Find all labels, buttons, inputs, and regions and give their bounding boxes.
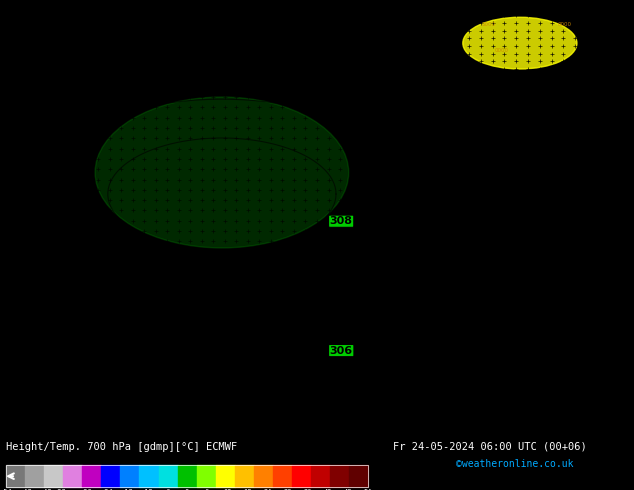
Bar (273, 466, 292, 487)
Bar (82, 466, 101, 487)
Bar (311, 466, 330, 487)
Text: Fr 24-05-2024 06:00 UTC (00+06): Fr 24-05-2024 06:00 UTC (00+06) (393, 442, 587, 452)
Ellipse shape (463, 17, 577, 69)
Bar (292, 466, 311, 487)
Text: 0000: 0000 (495, 48, 508, 53)
Bar (197, 466, 216, 487)
Text: 0000: 0000 (558, 22, 572, 27)
Bar (63, 466, 82, 487)
Text: 308: 308 (330, 216, 353, 226)
Bar (44, 466, 63, 487)
Ellipse shape (95, 97, 349, 248)
Bar (139, 466, 158, 487)
Text: ©weatheronline.co.uk: ©weatheronline.co.uk (456, 459, 574, 468)
Bar (120, 466, 139, 487)
Bar (158, 466, 178, 487)
Bar (235, 466, 254, 487)
Text: 306: 306 (330, 345, 353, 356)
Bar (216, 466, 235, 487)
Text: Height/Temp. 700 hPa [gdmp][°C] ECMWF: Height/Temp. 700 hPa [gdmp][°C] ECMWF (6, 442, 238, 452)
Bar (254, 466, 273, 487)
Bar (6, 466, 368, 487)
Bar (6, 466, 25, 487)
Bar (178, 466, 197, 487)
Text: 0000: 0000 (482, 22, 496, 27)
Bar (101, 466, 120, 487)
Bar (349, 466, 368, 487)
Bar (330, 466, 349, 487)
Bar (25, 466, 44, 487)
